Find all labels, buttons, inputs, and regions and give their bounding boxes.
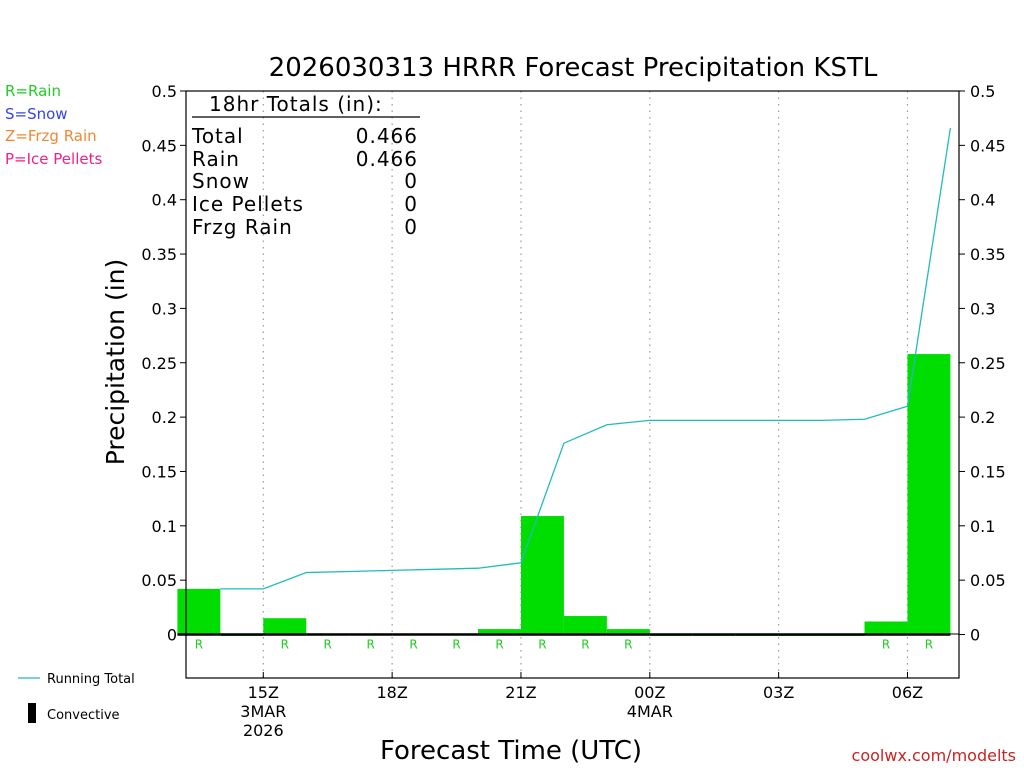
y-tick-label-left: 0.25 <box>141 354 177 373</box>
x-tick-label: 3MAR <box>240 702 286 721</box>
running-total-line <box>220 127 952 590</box>
plot-frame <box>185 90 960 679</box>
y-tick-label-left: 0.2 <box>152 408 177 427</box>
key-rain: R=Rain <box>5 82 61 100</box>
precip-type-label: R <box>324 638 332 652</box>
y-tick-label-right: 0 <box>970 626 980 645</box>
key-frzg-rain: Z=Frzg Rain <box>5 127 97 145</box>
precip-type-label: R <box>495 638 503 652</box>
y-tick-label-left: 0 <box>167 626 177 645</box>
y-tick-label-right: 0.05 <box>970 571 1006 590</box>
convective-legend-swatch <box>28 703 36 723</box>
totals-value-frzg-rain: 0 <box>404 215 418 239</box>
precip-type-label: R <box>409 638 417 652</box>
precip-bar <box>177 588 221 635</box>
precip-bar <box>606 629 650 635</box>
y-tick-label-left: 0.1 <box>152 517 177 536</box>
precip-bar <box>864 621 908 635</box>
x-tick-label: 18Z <box>376 683 407 702</box>
precip-bar <box>520 516 564 635</box>
totals-title: 18hr Totals (in): <box>209 92 383 116</box>
y-tick-label-left: 0.4 <box>152 191 177 210</box>
precip-type-label: R <box>882 638 890 652</box>
running-total-legend-label: Running Total <box>47 672 135 687</box>
y-axis-label: Precipitation (in) <box>101 259 130 466</box>
x-tick-label: 2026 <box>243 721 284 740</box>
credit-text: coolwx.com/modelts <box>852 746 1016 765</box>
y-tick-label-left: 0.3 <box>152 299 177 318</box>
precip-bar <box>478 629 521 635</box>
totals-label-frzg-rain: Frzg Rain <box>192 215 293 239</box>
running-total-layer <box>220 127 952 590</box>
precip-bar <box>263 618 307 635</box>
totals-value-ice-pellets: 0 <box>404 192 418 216</box>
key-ice-pellets: P=Ice Pellets <box>5 150 102 168</box>
precip-type-label: R <box>452 638 460 652</box>
totals-label-total: Total <box>191 124 244 148</box>
totals-label-ice-pellets: Ice Pellets <box>192 192 304 216</box>
precip-type-label: R <box>925 638 933 652</box>
y-axis-ticks: 0 00.05 0.050.1 0.10.15 0.150.2 0.20.25 0.250.… <box>141 82 1005 645</box>
totals-value-snow: 0 <box>404 169 418 193</box>
y-tick-label-right: 0.35 <box>970 245 1006 264</box>
bars-layer <box>177 354 951 637</box>
y-tick-label-right: 0.1 <box>970 517 995 536</box>
y-tick-label-right: 0.2 <box>970 408 995 427</box>
x-tick-label: 15Z <box>248 683 279 702</box>
totals-label-rain: Rain <box>192 147 240 171</box>
y-tick-label-right: 0.15 <box>970 462 1006 481</box>
totals-box: 18hr Totals (in): Total 0.466 Rain 0.466… <box>191 92 420 239</box>
key-snow: S=Snow <box>5 105 68 123</box>
precip-bar <box>563 616 607 635</box>
x-axis-label: Forecast Time (UTC) <box>380 736 642 766</box>
convective-legend-label: Convective <box>47 708 120 723</box>
y-tick-label-left: 0.05 <box>141 571 177 590</box>
x-tick-label: 21Z <box>505 683 536 702</box>
precip-type-label: R <box>195 638 203 652</box>
y-tick-label-right: 0.3 <box>970 299 995 318</box>
totals-label-snow: Snow <box>192 169 250 193</box>
precip-type-label: R <box>281 638 289 652</box>
x-tick-label: 00Z <box>634 683 665 702</box>
y-tick-label-left: 0.15 <box>141 462 177 481</box>
x-tick-label: 06Z <box>892 683 923 702</box>
y-tick-label-left: 0.35 <box>141 245 177 264</box>
precip-type-label: R <box>366 638 374 652</box>
x-tick-label: 4MAR <box>627 702 673 721</box>
x-tick-label: 03Z <box>763 683 794 702</box>
y-tick-label-left: 0.45 <box>141 136 177 155</box>
y-tick-label-right: 0.25 <box>970 354 1006 373</box>
grid-lines <box>262 91 909 678</box>
chart-title: 2026030313 HRRR Forecast Precipitation K… <box>269 53 878 83</box>
precip-type-label: R <box>624 638 632 652</box>
y-tick-label-left: 0.5 <box>152 82 177 101</box>
precip-type-label: R <box>581 638 589 652</box>
precip-bar <box>907 354 951 635</box>
y-tick-label-right: 0.5 <box>970 82 995 101</box>
totals-value-total: 0.466 <box>356 124 418 148</box>
y-tick-label-right: 0.4 <box>970 191 995 210</box>
y-tick-label-right: 0.45 <box>970 136 1006 155</box>
precip-type-label: R <box>538 638 546 652</box>
totals-value-rain: 0.466 <box>356 147 418 171</box>
